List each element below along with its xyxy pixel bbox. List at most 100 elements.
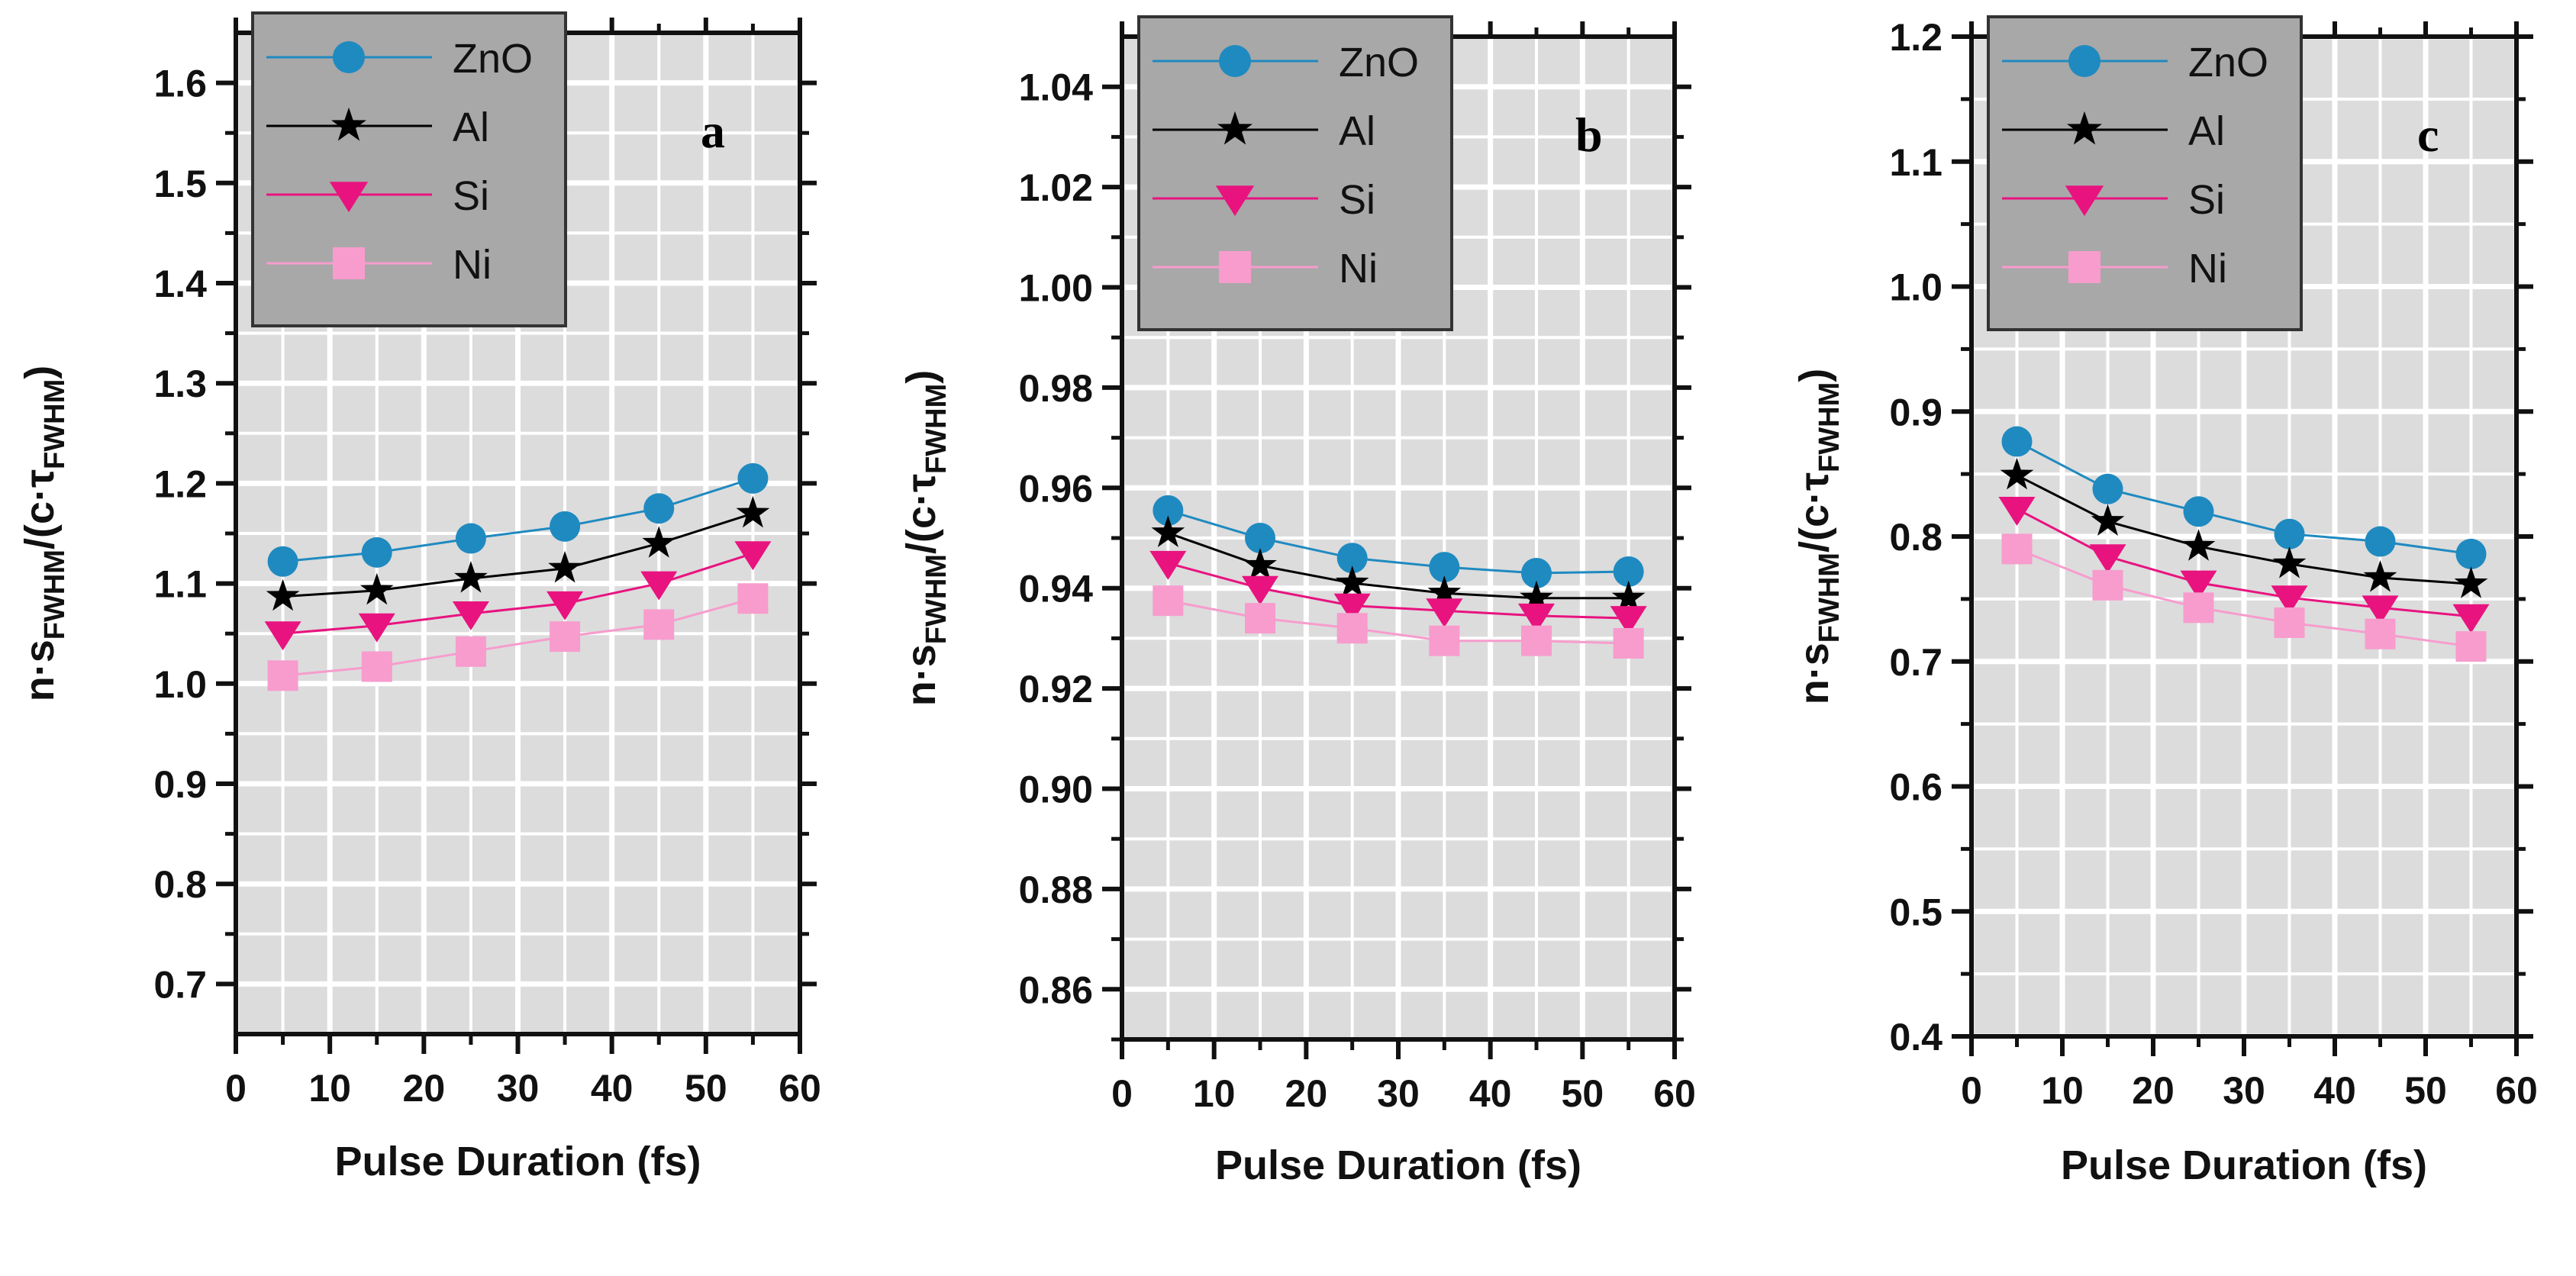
series-si [264,541,772,651]
y-axis-label-end: ) [898,370,944,384]
panel-label: a [701,104,725,158]
y-axis-label-main: n·s [17,640,63,701]
y-tick-label: 0.7 [153,963,207,1006]
data-point-al [359,572,394,605]
data-point-si [2452,604,2490,633]
y-tick-label: 1.0 [153,663,207,706]
legend-box [1137,15,1453,331]
data-point-al [1243,548,1277,580]
data-point-al [642,526,676,558]
series-al [2000,457,2488,598]
series-line-zno [2016,440,2471,556]
x-axis-label: Pulse Duration (fs) [1215,1142,1581,1188]
data-point-zno [1613,556,1644,588]
x-tick-label: 10 [308,1067,351,1110]
data-point-al [548,550,582,583]
data-point-ni [1429,625,1460,656]
legend-box [251,11,567,327]
data-point-al [1520,580,1553,613]
data-point-al [1335,566,1369,598]
data-point-si [546,591,584,620]
data-point-zno [737,462,769,494]
data-point-zno [1245,523,1275,553]
y-tick-label: 1.6 [153,63,207,105]
x-tick-label: 40 [2313,1069,2356,1112]
data-point-si [1242,575,1278,605]
data-point-al [1611,580,1646,613]
y-axis-label-sub2: FWHM [1814,382,1846,472]
data-point-si [1149,550,1187,580]
x-tick-label: 0 [1961,1069,1982,1112]
data-point-zno [643,493,675,524]
y-axis-label-mid: /(c·τ [898,474,944,554]
y-tick-label: 1.2 [1889,16,1942,59]
data-point-zno [267,546,298,577]
series-al [266,495,770,611]
y-tick-label: 1.1 [153,563,207,606]
y-tick-label: 0.86 [1019,968,1093,1011]
legend-box [1987,15,2303,331]
data-point-zno [550,511,581,542]
data-point-al [2000,457,2034,490]
series-zno [1153,495,1644,588]
legend-label-si: Si [2188,177,2225,223]
y-tick-label: 1.4 [153,263,207,305]
legend-label-zno: ZnO [453,36,533,82]
data-point-zno [1153,495,1184,526]
x-tick-label: 10 [1193,1072,1236,1115]
data-point-ni [2365,618,2396,649]
data-point-zno [2092,473,2123,504]
legend-marker-ni [1219,251,1251,283]
data-point-al [454,561,488,593]
data-point-zno [455,523,486,554]
data-point-al [266,578,300,611]
y-axis-label-sub1: FWHM [920,554,953,644]
y-tick-label: 1.02 [1019,166,1093,209]
legend-label-zno: ZnO [2188,40,2268,85]
series-line-zno [1167,509,1629,575]
legend-label-al: Al [453,105,489,150]
y-axis-label-sub2: FWHM [920,384,953,474]
data-point-al [1151,515,1185,547]
data-point-al [2091,504,2125,536]
data-point-zno [2455,538,2487,569]
legend-marker-zno [333,41,365,73]
x-tick-label: 0 [1111,1072,1133,1115]
chart-panel-c: 0 10 20 30 40 50 60 0.4 0.5 0.6 0.7 0.8 0.9 1.0 1.1 1.2… [1791,15,2538,1188]
data-point-ni [1613,627,1644,659]
x-tick-label: 60 [779,1067,821,1110]
x-tick-label: 20 [403,1067,446,1110]
series-line-si [282,552,753,635]
series-ni [267,583,769,691]
y-tick-label: 1.1 [1889,141,1942,184]
data-point-zno [2183,496,2214,527]
data-point-ni [737,583,769,614]
data-point-si [1518,603,1555,633]
y-tick-label: 1.3 [153,362,207,405]
x-tick-label: 20 [1285,1072,1328,1115]
legend-marker-zno [2068,45,2100,77]
data-point-si [2180,570,2217,600]
y-tick-label: 1.5 [153,163,207,205]
legend-marker-al [2067,111,2102,145]
legend-label-ni: Ni [2188,246,2227,292]
x-axis-label: Pulse Duration (fs) [334,1139,701,1184]
data-point-ni [2001,533,2033,565]
legend-label-si: Si [1339,177,1375,223]
y-tick-label: 1.00 [1019,267,1093,310]
data-point-ni [643,609,675,640]
y-tick-label: 1.2 [153,462,207,505]
data-point-ni [1336,613,1368,644]
y-tick-label: 0.9 [153,763,207,806]
y-tick-label: 0.4 [1889,1016,1942,1058]
data-point-ni [1245,603,1275,634]
data-point-si [2362,595,2399,625]
legend-marker-si [329,182,369,213]
data-point-si [1333,593,1371,623]
data-point-si [734,541,772,571]
data-point-zno [2365,526,2396,557]
series-ni [1153,585,1644,659]
legend-label-ni: Ni [453,242,492,288]
x-tick-label: 10 [2041,1069,2084,1112]
y-tick-label: 0.8 [1889,516,1942,559]
